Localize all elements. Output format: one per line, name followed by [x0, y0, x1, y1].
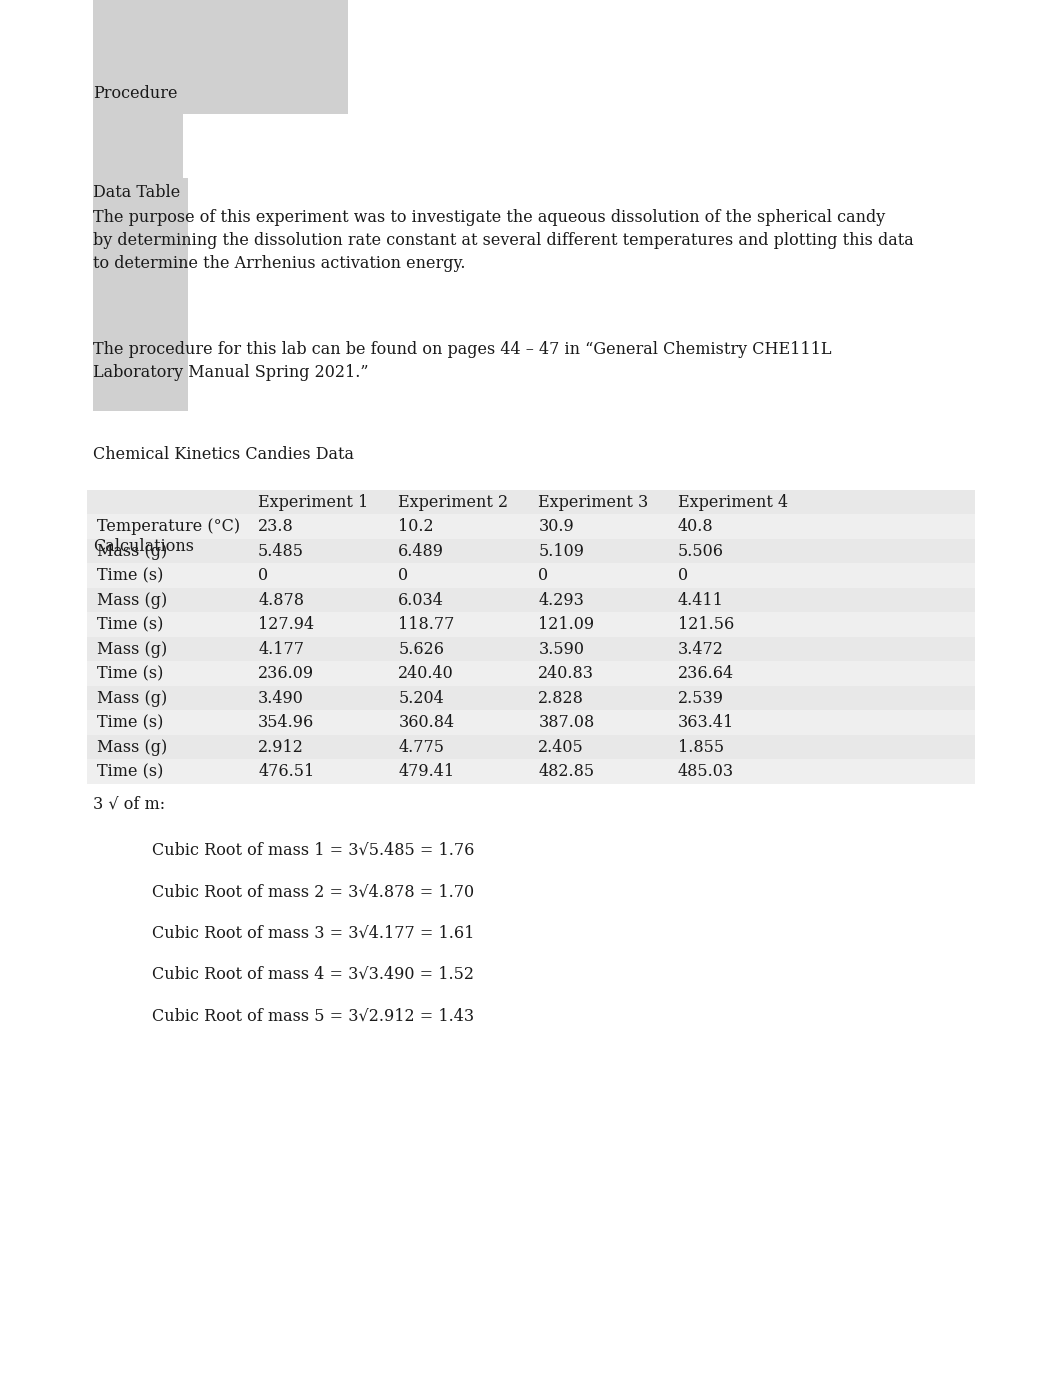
Text: 4.411: 4.411: [678, 592, 723, 608]
Text: 40.8: 40.8: [678, 519, 714, 535]
Text: Cubic Root of mass 3 = 3√4.177 = 1.61: Cubic Root of mass 3 = 3√4.177 = 1.61: [152, 925, 475, 941]
FancyBboxPatch shape: [87, 710, 975, 735]
Text: 240.40: 240.40: [398, 665, 453, 682]
Text: 127.94: 127.94: [258, 616, 314, 633]
Text: 3.490: 3.490: [258, 689, 304, 706]
Text: 2.828: 2.828: [538, 689, 584, 706]
Text: 476.51: 476.51: [258, 764, 314, 780]
Text: 354.96: 354.96: [258, 714, 314, 731]
Text: Mass (g): Mass (g): [97, 641, 168, 658]
Text: Experiment 3: Experiment 3: [538, 494, 649, 510]
Text: 4.775: 4.775: [398, 739, 444, 755]
Text: Mass (g): Mass (g): [97, 739, 168, 755]
Text: 4.878: 4.878: [258, 592, 304, 608]
Text: 482.85: 482.85: [538, 764, 595, 780]
Text: Cubic Root of mass 1 = 3√5.485 = 1.76: Cubic Root of mass 1 = 3√5.485 = 1.76: [152, 842, 475, 859]
Text: Chemical Kinetics Candies Data: Chemical Kinetics Candies Data: [93, 446, 354, 462]
Text: 2.912: 2.912: [258, 739, 304, 755]
Text: Time (s): Time (s): [97, 616, 164, 633]
Text: Cubic Root of mass 4 = 3√3.490 = 1.52: Cubic Root of mass 4 = 3√3.490 = 1.52: [152, 966, 474, 982]
Text: 121.09: 121.09: [538, 616, 595, 633]
Text: 3.590: 3.590: [538, 641, 584, 658]
FancyBboxPatch shape: [87, 685, 975, 710]
Text: 5.626: 5.626: [398, 641, 444, 658]
Text: 5.109: 5.109: [538, 542, 584, 560]
Text: Mass (g): Mass (g): [97, 689, 168, 706]
Text: The purpose of this experiment was to investigate the aqueous dissolution of the: The purpose of this experiment was to in…: [93, 209, 913, 272]
FancyBboxPatch shape: [87, 637, 975, 662]
Text: 3 √ of m:: 3 √ of m:: [93, 795, 165, 812]
Text: 363.41: 363.41: [678, 714, 734, 731]
FancyBboxPatch shape: [93, 178, 188, 411]
Text: Mass (g): Mass (g): [97, 542, 168, 560]
Text: 0: 0: [678, 567, 688, 583]
Text: 6.034: 6.034: [398, 592, 444, 608]
Text: Procedure: Procedure: [93, 85, 177, 102]
Text: Data Table: Data Table: [93, 184, 181, 201]
Text: 0: 0: [398, 567, 409, 583]
Text: 0: 0: [538, 567, 549, 583]
Text: Experiment 2: Experiment 2: [398, 494, 509, 510]
Text: 6.489: 6.489: [398, 542, 444, 560]
Text: 121.56: 121.56: [678, 616, 734, 633]
FancyBboxPatch shape: [87, 760, 975, 784]
Text: 23.8: 23.8: [258, 519, 294, 535]
FancyBboxPatch shape: [93, 78, 183, 312]
FancyBboxPatch shape: [87, 563, 975, 588]
FancyBboxPatch shape: [93, 531, 215, 765]
Text: 1.855: 1.855: [678, 739, 723, 755]
Text: 5.204: 5.204: [398, 689, 444, 706]
Text: Calculations: Calculations: [93, 538, 194, 555]
FancyBboxPatch shape: [87, 490, 975, 515]
Text: 5.506: 5.506: [678, 542, 723, 560]
FancyBboxPatch shape: [87, 539, 975, 563]
Text: 30.9: 30.9: [538, 519, 575, 535]
Text: Experiment 1: Experiment 1: [258, 494, 369, 510]
Text: 4.293: 4.293: [538, 592, 584, 608]
FancyBboxPatch shape: [87, 662, 975, 685]
Text: 2.405: 2.405: [538, 739, 584, 755]
Text: Cubic Root of mass 2 = 3√4.878 = 1.70: Cubic Root of mass 2 = 3√4.878 = 1.70: [152, 883, 474, 900]
Text: Time (s): Time (s): [97, 665, 164, 682]
FancyBboxPatch shape: [87, 490, 975, 784]
FancyBboxPatch shape: [93, 0, 175, 179]
Text: 3.472: 3.472: [678, 641, 723, 658]
FancyBboxPatch shape: [87, 612, 975, 637]
Text: 360.84: 360.84: [398, 714, 455, 731]
Text: The procedure for this lab can be found on pages 44 – 47 in “General Chemistry C: The procedure for this lab can be found …: [93, 341, 832, 381]
Text: 118.77: 118.77: [398, 616, 455, 633]
Text: Time (s): Time (s): [97, 567, 164, 583]
Text: Cubic Root of mass 5 = 3√2.912 = 1.43: Cubic Root of mass 5 = 3√2.912 = 1.43: [152, 1007, 474, 1024]
Text: Mass (g): Mass (g): [97, 592, 168, 608]
Text: 10.2: 10.2: [398, 519, 434, 535]
Text: 479.41: 479.41: [398, 764, 455, 780]
Text: 2.539: 2.539: [678, 689, 723, 706]
Text: 236.09: 236.09: [258, 665, 314, 682]
Text: Time (s): Time (s): [97, 714, 164, 731]
Text: 4.177: 4.177: [258, 641, 304, 658]
Text: 5.485: 5.485: [258, 542, 304, 560]
Text: Time (s): Time (s): [97, 764, 164, 780]
Text: 485.03: 485.03: [678, 764, 734, 780]
FancyBboxPatch shape: [93, 0, 348, 114]
Text: Experiment 4: Experiment 4: [678, 494, 788, 510]
FancyBboxPatch shape: [87, 735, 975, 760]
Text: 387.08: 387.08: [538, 714, 595, 731]
Text: 0: 0: [258, 567, 269, 583]
FancyBboxPatch shape: [87, 515, 975, 539]
FancyBboxPatch shape: [87, 588, 975, 612]
Text: Temperature (°C): Temperature (°C): [97, 519, 240, 535]
Text: 240.83: 240.83: [538, 665, 595, 682]
Text: 236.64: 236.64: [678, 665, 734, 682]
